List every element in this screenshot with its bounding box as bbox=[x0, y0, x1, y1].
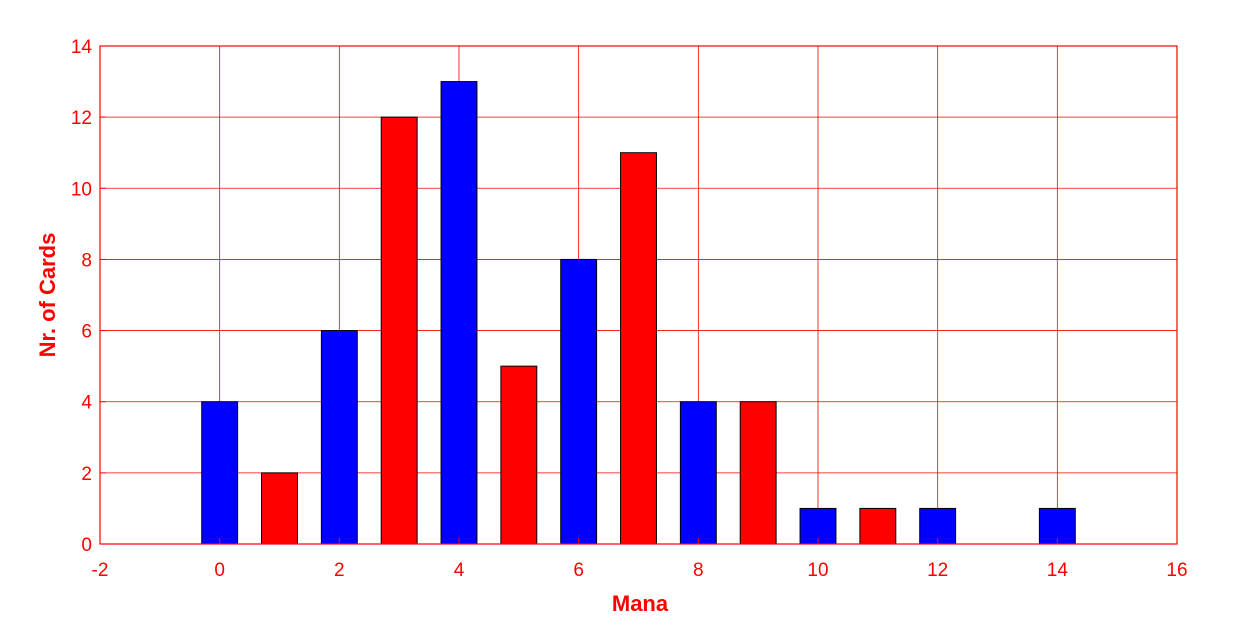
bar-mana-7 bbox=[620, 152, 657, 545]
y-axis-title: Nr. of Cards bbox=[35, 233, 60, 358]
y-tick-label: 14 bbox=[71, 37, 93, 58]
x-tick-label: 16 bbox=[1166, 560, 1187, 581]
bar-mana-8 bbox=[679, 401, 717, 545]
y-tick-label: 6 bbox=[81, 322, 92, 343]
plot-frame bbox=[99, 45, 1178, 545]
bar-mana-3 bbox=[380, 116, 418, 545]
x-tick-label: 6 bbox=[573, 560, 584, 581]
bar-mana-11 bbox=[859, 507, 897, 545]
x-tick-label: 8 bbox=[693, 560, 704, 581]
x-tick-label: 10 bbox=[807, 560, 828, 581]
y-tick-label: 8 bbox=[81, 250, 92, 271]
x-tick-labels: -2 0 2 4 6 8 10 12 14 16 bbox=[92, 560, 1188, 581]
y-tick-labels: 0 2 4 6 8 10 12 14 bbox=[71, 37, 93, 556]
x-tick-label: 0 bbox=[214, 560, 225, 581]
x-axis-title: Mana bbox=[612, 591, 669, 616]
y-tick-label: 4 bbox=[81, 393, 92, 414]
x-tick-label: 2 bbox=[334, 560, 345, 581]
y-tick-label: 0 bbox=[81, 535, 92, 556]
x-tick-label: -2 bbox=[92, 560, 109, 581]
x-tick-label: 12 bbox=[927, 560, 948, 581]
bar-mana-1 bbox=[261, 472, 298, 545]
x-tick-label: 14 bbox=[1047, 560, 1069, 581]
bar-mana-5 bbox=[500, 365, 538, 545]
bar-mana-2 bbox=[320, 330, 358, 545]
y-tick-label: 12 bbox=[71, 108, 92, 129]
bar-mana-9 bbox=[739, 401, 777, 545]
y-tick-label: 2 bbox=[81, 464, 92, 485]
bar-mana-0 bbox=[201, 401, 239, 545]
bar-mana-6 bbox=[560, 258, 598, 545]
bars bbox=[201, 81, 1076, 545]
bar-mana-4 bbox=[440, 81, 478, 545]
y-tick-label: 10 bbox=[71, 179, 92, 200]
x-tick-label: 4 bbox=[454, 560, 465, 581]
axes-box bbox=[99, 45, 1178, 545]
